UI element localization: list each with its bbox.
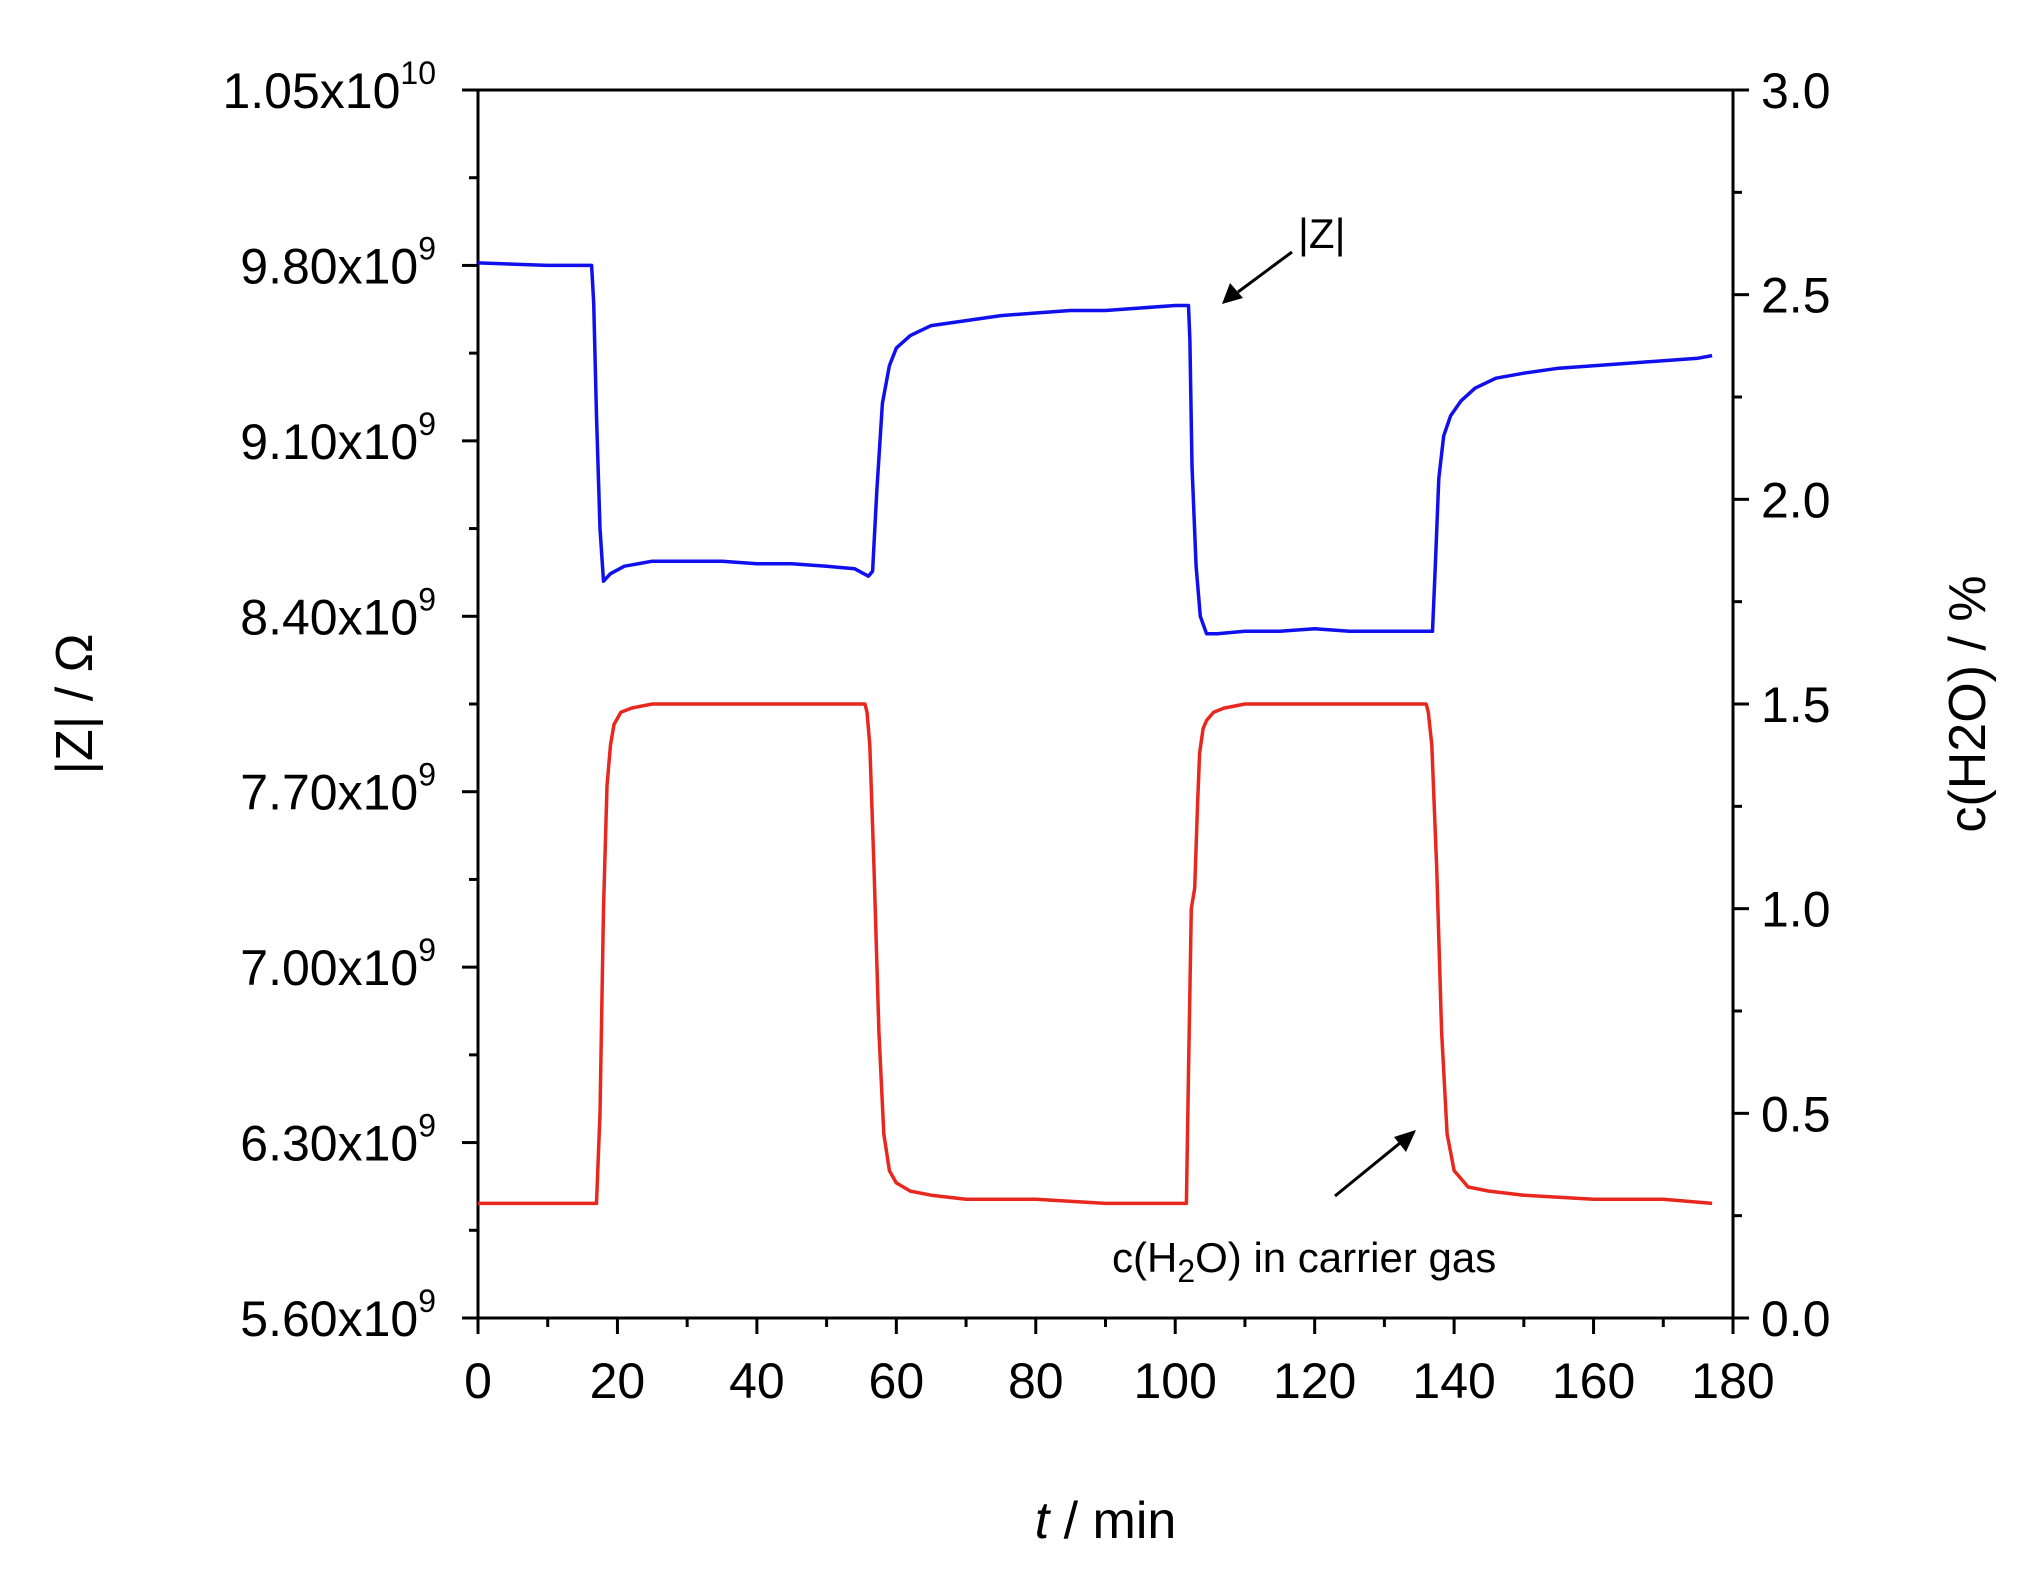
annotation-impedance-arrowhead [1222,283,1243,304]
tick-exponent: 9 [418,406,436,442]
tick-mantissa: 9.80x10 [240,238,418,294]
x-axis-title-var: t [1035,1492,1052,1550]
annotation-water-label-sub: 2 [1177,1253,1195,1289]
y-right-tick-label: 0.5 [1761,1086,1831,1142]
x-tick-label: 140 [1412,1353,1495,1409]
annotation-water-label-pre: c(H [1112,1234,1177,1281]
y-left-tick-label: 1.05x1010 [222,55,436,119]
y-right-tick-label: 2.5 [1761,268,1831,324]
water-concentration-series-line [478,702,1713,1206]
y-right-tick-label: 0.0 [1761,1291,1831,1347]
annotation-water-arrow-line [1334,1141,1401,1198]
y-right-tick-label: 2.0 [1761,472,1831,528]
annotation-water-arrowhead [1394,1130,1416,1152]
y-left-tick-label: 9.80x109 [240,230,436,294]
y-right-axis-title-text: c(H2O) / % [1939,575,1997,832]
annotations: |Z| c(H2O) in carrier gas [1112,210,1496,1289]
x-axis-title-unit: / min [1049,1492,1176,1550]
tick-mantissa: 8.40x10 [240,589,418,645]
annotation-water-label-post: O) in carrier gas [1195,1234,1496,1281]
x-tick-label: 40 [729,1353,785,1409]
tick-mantissa: 5.60x10 [240,1291,418,1347]
y-left-tick-label: 9.10x109 [240,406,436,470]
y-left-axis-title-text: |Z| / Ω [46,634,104,775]
x-tick-label: 0 [464,1353,492,1409]
tick-exponent: 9 [418,1283,436,1319]
tick-labels: 0 20 40 60 80 100 120 140 160 1805.60x1096.30x109… [222,55,1830,1409]
y-left-tick-label: 8.40x109 [240,581,436,645]
tick-mantissa: 7.00x10 [240,940,418,996]
tick-exponent: 9 [418,581,436,617]
annotation-impedance-label: |Z| [1298,210,1345,257]
y-left-tick-label: 6.30x109 [240,1108,436,1172]
tick-mantissa: 1.05x10 [222,63,400,119]
annotation-impedance-arrow-line [1237,250,1293,294]
tick-exponent: 10 [400,55,436,91]
x-tick-label: 20 [590,1353,646,1409]
x-axis-title: t / min [1035,1492,1177,1550]
y-right-tick-label: 1.5 [1761,677,1831,733]
y-left-axis-title: |Z| / Ω [46,634,104,775]
tick-mantissa: 9.10x10 [240,414,418,470]
x-tick-label: 180 [1691,1353,1774,1409]
annotation-water-label: c(H2O) in carrier gas [1112,1234,1496,1289]
impedance-series-line [477,261,1713,636]
tick-marks [462,88,1749,1334]
x-tick-label: 100 [1134,1353,1217,1409]
axis-titles: t / min |Z| / Ω c(H2O) / % [46,575,1997,1550]
x-tick-label: 80 [1008,1353,1064,1409]
series-lines [477,261,1713,1206]
y-left-tick-label: 7.00x109 [240,932,436,996]
y-left-tick-label: 7.70x109 [240,757,436,821]
tick-exponent: 9 [418,230,436,266]
tick-mantissa: 6.30x10 [240,1116,418,1172]
tick-exponent: 9 [418,757,436,793]
y-right-tick-label: 3.0 [1761,63,1831,119]
x-tick-label: 60 [869,1353,925,1409]
tick-exponent: 9 [418,932,436,968]
y-left-tick-label: 5.60x109 [240,1283,436,1347]
y-right-tick-label: 1.0 [1761,882,1831,938]
x-tick-label: 120 [1273,1353,1356,1409]
x-tick-label: 160 [1552,1353,1635,1409]
tick-exponent: 9 [418,1108,436,1144]
tick-mantissa: 7.70x10 [240,765,418,821]
y-right-axis-title: c(H2O) / % [1939,575,1997,832]
